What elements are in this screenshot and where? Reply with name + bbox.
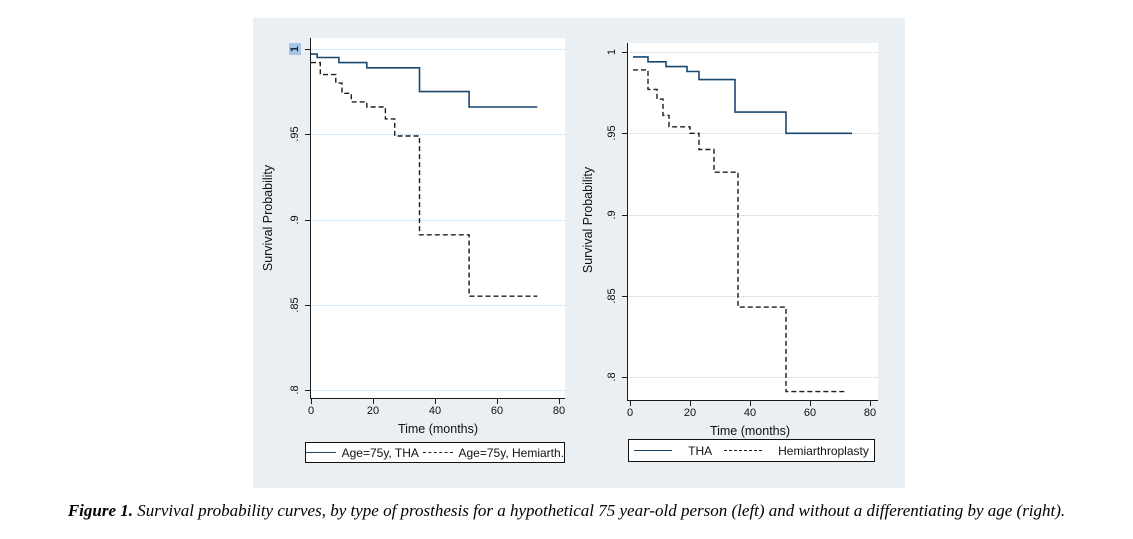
x-axis-line <box>627 400 878 401</box>
x-tick-mark <box>559 399 560 404</box>
y-tick-mark <box>622 215 627 216</box>
x-tick-mark <box>750 401 751 406</box>
curve-tha <box>633 56 852 135</box>
y-tick-mark <box>305 49 310 50</box>
y-gridline <box>310 390 565 391</box>
y-gridline <box>627 296 878 297</box>
y-tick-label: .8 <box>606 372 618 382</box>
y-tick-mark <box>305 390 310 391</box>
y-axis-line <box>627 43 628 400</box>
x-axis-title: Time (months) <box>709 424 791 438</box>
curve-hemiarthroplasty <box>633 69 846 393</box>
x-tick-label: 20 <box>683 407 697 419</box>
figure-caption: Figure 1. Survival probability curves, b… <box>0 501 1133 521</box>
y-tick-label: 1 <box>606 48 618 56</box>
y-tick-label: 1 <box>289 42 301 56</box>
y-tick-mark <box>305 305 310 306</box>
x-tick-mark <box>311 399 312 404</box>
curve-age-75y-hemiarth- <box>311 61 538 297</box>
y-axis-title: Survival Probability <box>581 166 595 274</box>
y-gridline <box>627 133 878 134</box>
y-tick-label: .8 <box>289 385 301 395</box>
y-tick-label: .85 <box>606 288 618 304</box>
y-gridline <box>310 134 565 135</box>
x-tick-label: 0 <box>307 405 315 417</box>
y-gridline <box>310 220 565 221</box>
y-tick-mark <box>305 134 310 135</box>
y-tick-label: .85 <box>289 297 301 313</box>
x-tick-mark <box>870 401 871 406</box>
curve-age-75y-tha <box>311 53 538 108</box>
y-axis-title: Survival Probability <box>261 164 275 272</box>
legend-solid-line-sample <box>634 450 673 451</box>
y-tick-mark <box>622 52 627 53</box>
y-axis-line <box>310 38 311 398</box>
caption-text: Survival probability curves, by type of … <box>133 501 1066 520</box>
x-tick-mark <box>435 399 436 404</box>
legend-label: Age=75y, THA <box>341 445 419 460</box>
legend: THA Hemiarthroplasty <box>628 439 875 462</box>
y-tick-mark <box>622 296 627 297</box>
x-axis-title: Time (months) <box>397 422 479 436</box>
y-gridline <box>310 49 565 50</box>
x-tick-mark <box>373 399 374 404</box>
legend-label: Age=75y, Hemiarth. <box>458 445 565 460</box>
legend-label: Hemiarthroplasty <box>778 443 869 458</box>
y-gridline <box>310 305 565 306</box>
y-tick-label: .95 <box>289 126 301 142</box>
legend-dashed-line-sample <box>422 452 453 453</box>
x-tick-mark <box>497 399 498 404</box>
y-gridline <box>627 52 878 53</box>
y-tick-mark <box>622 133 627 134</box>
y-tick-mark <box>305 220 310 221</box>
x-tick-label: 40 <box>428 405 442 417</box>
x-axis-line <box>310 398 565 399</box>
caption-label: Figure 1. <box>67 501 134 520</box>
legend: Age=75y, THA Age=75y, Hemiarth. <box>305 442 565 463</box>
x-tick-label: 80 <box>863 407 877 419</box>
x-tick-label: 80 <box>552 405 566 417</box>
y-gridline <box>627 377 878 378</box>
y-tick-label: .95 <box>606 125 618 141</box>
legend-label: THA <box>688 443 713 458</box>
plot-area <box>310 38 565 398</box>
y-tick-mark <box>622 377 627 378</box>
x-tick-mark <box>690 401 691 406</box>
y-tick-label: .9 <box>289 215 301 225</box>
survival-curves <box>633 56 852 393</box>
y-tick-label: .9 <box>606 210 618 220</box>
y-gridline <box>627 215 878 216</box>
x-tick-label: 60 <box>803 407 817 419</box>
x-tick-label: 0 <box>626 407 634 419</box>
x-tick-label: 20 <box>366 405 380 417</box>
legend-dashed-line-sample <box>724 450 763 451</box>
x-tick-mark <box>810 401 811 406</box>
plot-area <box>627 43 878 400</box>
x-tick-mark <box>630 401 631 406</box>
x-tick-label: 40 <box>743 407 757 419</box>
legend-solid-line-sample <box>306 452 336 453</box>
survival-curves <box>311 53 538 297</box>
x-tick-label: 60 <box>490 405 504 417</box>
